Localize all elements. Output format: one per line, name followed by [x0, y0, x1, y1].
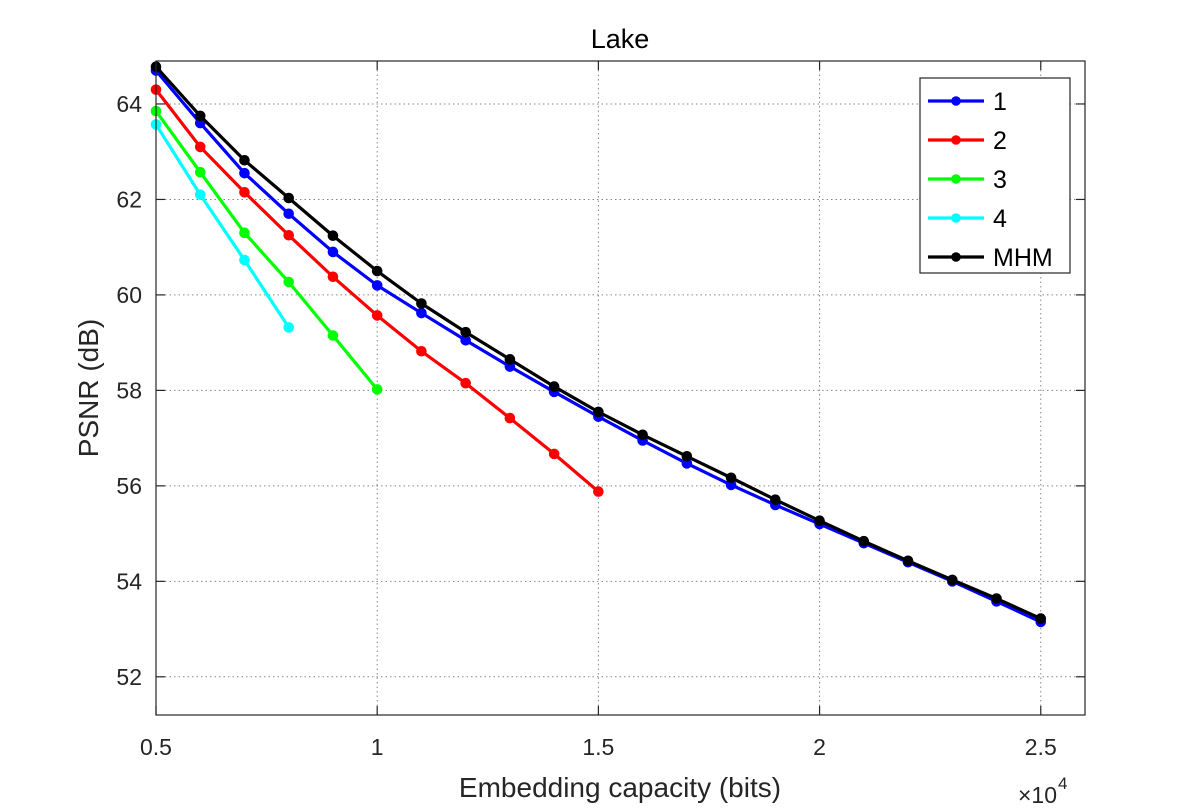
data-point — [548, 448, 560, 460]
data-point — [416, 307, 427, 319]
data-point — [239, 154, 250, 166]
data-point — [327, 246, 339, 258]
legend-swatch-marker — [951, 213, 961, 223]
legend-label: 4 — [993, 205, 1007, 233]
legend-swatch-marker — [951, 96, 961, 106]
tick-marks — [155, 61, 1085, 715]
data-point — [416, 345, 427, 357]
series-line — [154, 123, 291, 329]
y-tick-label: 58 — [116, 377, 142, 403]
data-point — [902, 555, 914, 567]
data-point — [1035, 613, 1047, 624]
data-point — [991, 593, 1002, 604]
data-point — [283, 322, 295, 333]
legend-entry-4: 4 — [928, 205, 1007, 233]
legend-swatch-marker — [951, 174, 961, 184]
legend-swatch-marker — [951, 252, 961, 262]
legend-entry-2: 2 — [928, 127, 1007, 155]
data-point — [371, 384, 383, 395]
data-point — [239, 167, 250, 179]
data-point — [371, 265, 383, 277]
data-point — [371, 310, 383, 321]
data-point — [327, 271, 339, 283]
data-point — [194, 166, 206, 178]
data-point — [327, 230, 339, 242]
legend-entry-1: 1 — [928, 88, 1007, 116]
y-axis-label: PSNR (dB) — [73, 319, 104, 457]
data-point — [946, 574, 958, 586]
x-multiplier-base: ×10 — [1018, 782, 1057, 808]
y-tick-label: 60 — [116, 282, 142, 308]
data-point — [283, 229, 295, 241]
series-4 — [150, 119, 295, 333]
legend-swatch-marker — [951, 135, 961, 145]
legend-label: MHM — [993, 244, 1053, 272]
data-point — [770, 494, 781, 506]
data-point — [239, 227, 250, 239]
y-tick-label: 54 — [116, 568, 142, 594]
x-tick-label: 1 — [371, 734, 384, 760]
data-point — [725, 472, 737, 484]
data-point — [681, 450, 693, 462]
x-axis-label: Embedding capacity (bits) — [459, 772, 781, 803]
plot-border — [155, 60, 1086, 716]
x-tick-labels: 0.5 1 1.5 2 2.5 — [140, 734, 1057, 760]
y-tick-label: 64 — [116, 91, 142, 117]
data-point — [283, 276, 295, 288]
series-2 — [150, 84, 604, 497]
chart-title: Lake — [591, 24, 650, 54]
series-layer — [150, 61, 1047, 628]
x-tick-label: 1.5 — [582, 734, 614, 760]
y-tick-labels: 52 54 56 58 60 62 64 — [116, 91, 142, 690]
x-axis-multiplier: ×10 4 — [1018, 774, 1067, 808]
data-point — [327, 330, 339, 341]
x-multiplier-exponent: 4 — [1058, 774, 1067, 793]
data-point — [194, 110, 206, 122]
data-point — [593, 406, 604, 418]
legend-entry-mhm: MHM — [928, 244, 1053, 272]
legend-entry-3: 3 — [928, 166, 1007, 194]
y-tick-label: 52 — [116, 664, 142, 690]
legend-box — [919, 77, 1071, 274]
data-point — [371, 280, 383, 291]
legend-label: 2 — [993, 127, 1007, 155]
data-point — [637, 429, 648, 441]
x-tick-label: 2.5 — [1025, 734, 1057, 760]
data-point — [239, 186, 250, 198]
series-mhm — [150, 61, 1047, 624]
legend-label: 3 — [993, 166, 1007, 194]
data-point — [858, 535, 870, 547]
legend: 1 2 3 4 MHM — [919, 77, 1071, 274]
data-point — [814, 515, 825, 527]
data-point — [416, 298, 427, 309]
legend-entries: 1 2 3 4 MHM — [928, 88, 1053, 272]
data-point — [239, 254, 250, 266]
data-point — [548, 381, 560, 392]
data-point — [194, 189, 206, 200]
series-3 — [150, 105, 383, 395]
x-tick-label: 0.5 — [140, 734, 172, 760]
data-point — [460, 326, 471, 338]
x-tick-label: 2 — [813, 734, 826, 760]
data-point — [283, 192, 295, 204]
data-point — [504, 412, 516, 424]
series-line — [154, 110, 379, 391]
y-tick-label: 62 — [116, 186, 142, 212]
data-point — [283, 208, 295, 220]
legend-label: 1 — [993, 88, 1007, 116]
data-point — [593, 486, 604, 497]
data-point — [194, 141, 206, 153]
y-tick-label: 56 — [116, 473, 142, 499]
data-point — [460, 377, 471, 389]
data-point — [504, 354, 516, 365]
